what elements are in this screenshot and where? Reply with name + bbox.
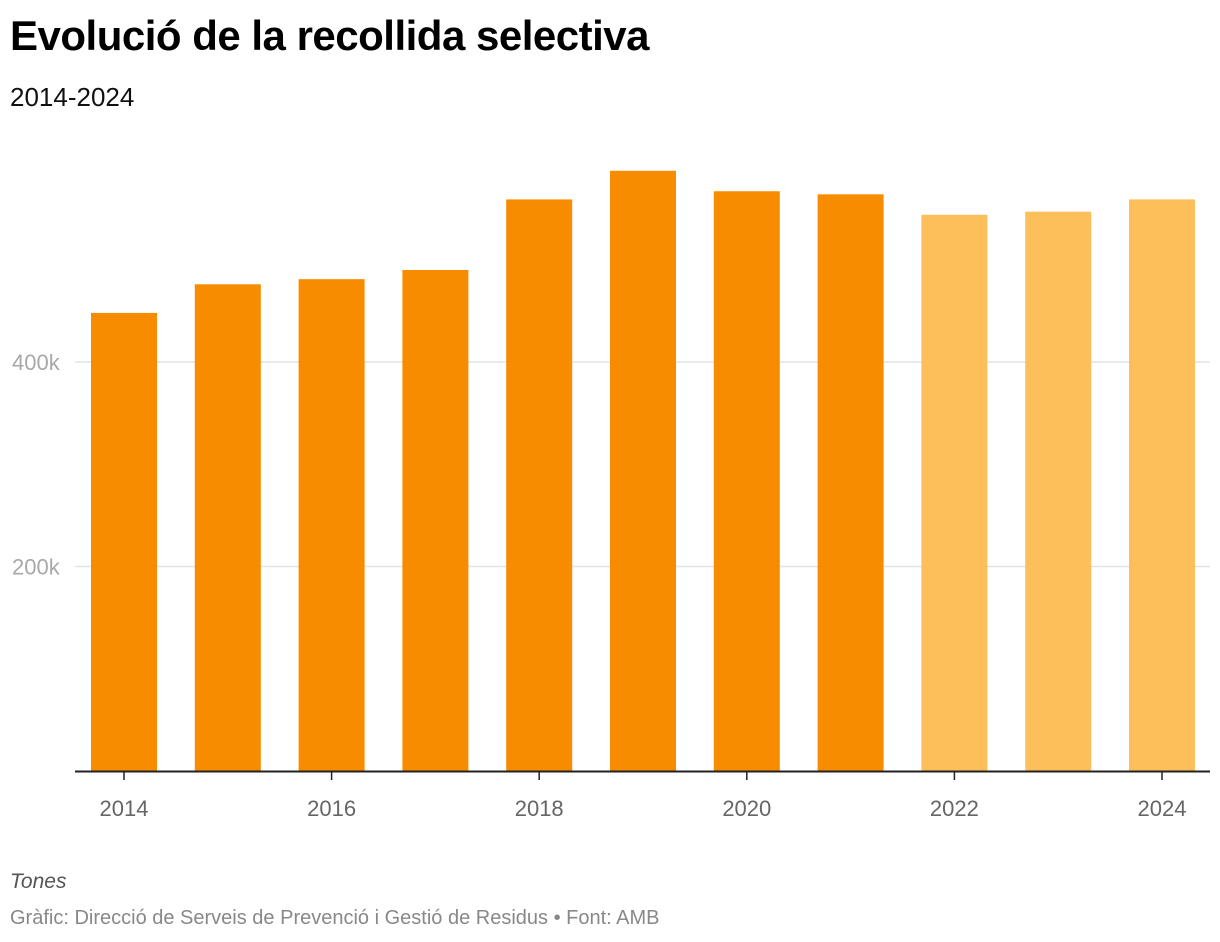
y-tick-label-200k: 200k xyxy=(12,555,61,580)
bar-2021 xyxy=(817,194,884,771)
y-tick-label-400k: 400k xyxy=(12,350,61,375)
bar-layer xyxy=(91,170,1195,772)
bar-2022 xyxy=(921,214,988,771)
x-tick-label-2018: 2018 xyxy=(515,796,564,821)
bar-2017 xyxy=(402,269,469,771)
x-tick-label-2022: 2022 xyxy=(930,796,979,821)
source-footer: Gràfic: Direcció de Serveis de Prevenció… xyxy=(10,907,660,929)
bar-chart: 200k 400k 2014 2016 2018 2020 2022 2024 xyxy=(12,170,1210,821)
axis-layer: 2014 2016 2018 2020 2022 2024 xyxy=(75,770,1210,821)
x-tick-label-2016: 2016 xyxy=(307,796,356,821)
bar-2020 xyxy=(713,191,780,771)
bar-2014 xyxy=(91,312,157,771)
x-tick-label-2024: 2024 xyxy=(1138,796,1187,821)
bar-2015 xyxy=(194,284,261,771)
unit-note: Tones xyxy=(10,870,67,893)
bar-2023 xyxy=(1025,211,1092,771)
chart-title: Evolució de la recollida selectiva xyxy=(10,12,649,59)
bar-2016 xyxy=(298,279,365,771)
bar-2024 xyxy=(1129,199,1195,772)
x-tick-label-2014: 2014 xyxy=(100,796,149,821)
chart-subtitle: 2014-2024 xyxy=(10,82,135,112)
x-tick-label-2020: 2020 xyxy=(722,796,771,821)
bar-2019 xyxy=(610,170,676,772)
bar-2018 xyxy=(506,199,573,772)
